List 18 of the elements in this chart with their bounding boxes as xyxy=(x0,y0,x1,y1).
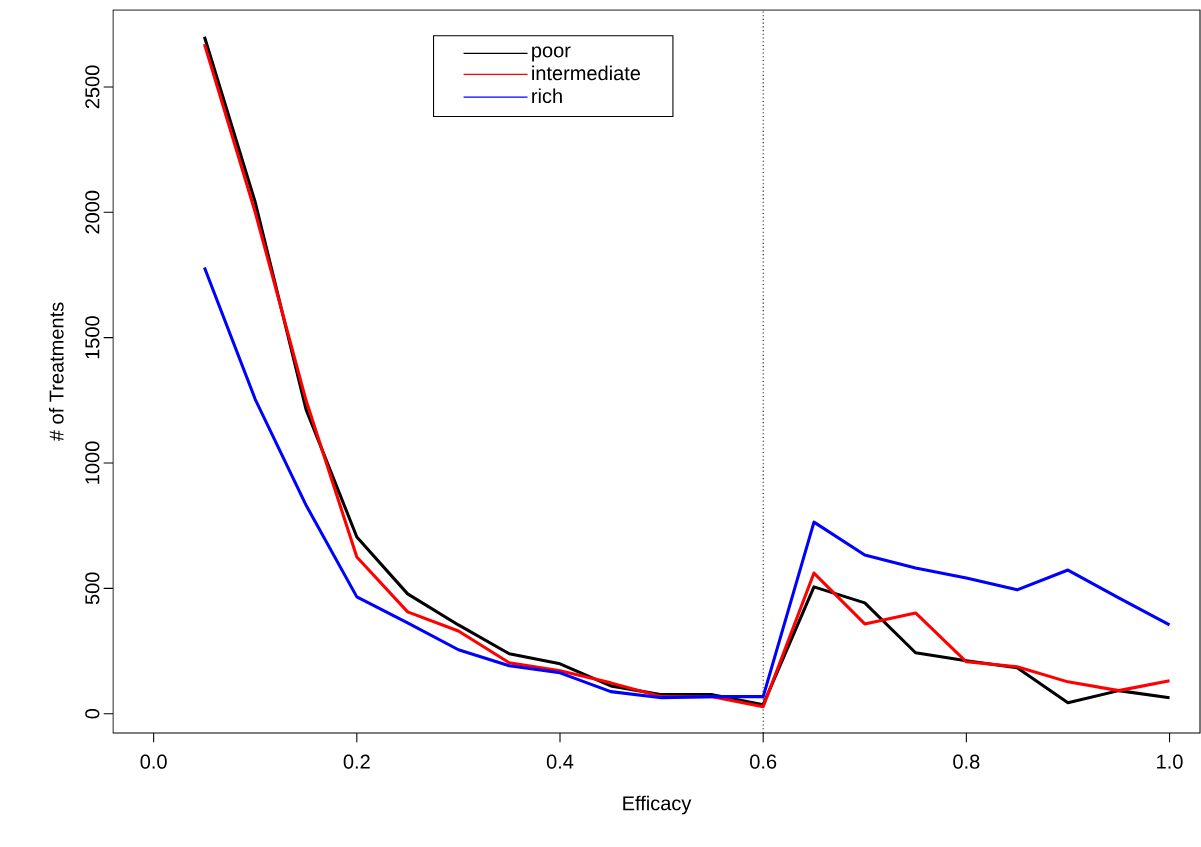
x-tick-label: 0.0 xyxy=(140,754,167,769)
y-tick-label: 2500 xyxy=(85,65,100,109)
y-tick-label: 2000 xyxy=(85,190,100,234)
y-tick-label: 0 xyxy=(85,708,100,719)
x-tick-label: 0.6 xyxy=(750,754,777,769)
y-tick-label: 1500 xyxy=(85,316,100,359)
y-tick-label: 500 xyxy=(85,572,100,605)
x-tick-label: 0.8 xyxy=(953,754,980,769)
legend-label: poor xyxy=(532,46,571,62)
x-axis-title: Efficacy xyxy=(623,795,692,815)
y-tick-label: 1000 xyxy=(85,441,100,484)
legend-label: rich xyxy=(532,88,562,104)
line-series xyxy=(202,265,1172,700)
x-tick-label: 1.0 xyxy=(1157,754,1183,769)
y-axis-title: # of Treatments xyxy=(48,302,64,442)
legend-label: intermediate xyxy=(532,65,641,81)
x-tick-label: 0.4 xyxy=(546,754,574,769)
x-tick-label: 0.2 xyxy=(343,754,370,769)
